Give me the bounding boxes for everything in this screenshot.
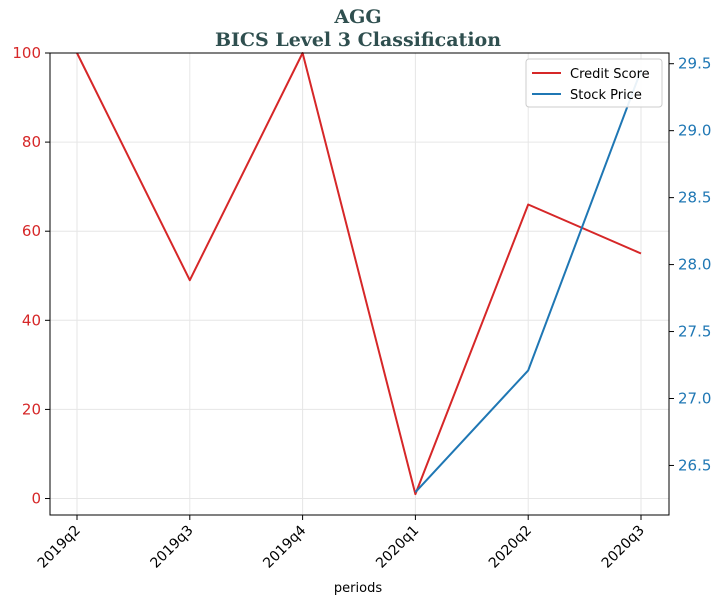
right-axis: 26.5 27.0 27.5 28.0 28.5 29.0 29.5 bbox=[669, 55, 711, 474]
series-line-credit-score bbox=[76, 52, 642, 496]
right-tick-label: 28.5 bbox=[678, 189, 711, 207]
x-tick-label: 2019q2 bbox=[35, 523, 84, 572]
series-lines bbox=[76, 52, 642, 496]
chart-subtitle: BICS Level 3 Classification bbox=[215, 29, 501, 51]
left-tick-label: 0 bbox=[31, 490, 41, 508]
grid bbox=[50, 52, 669, 515]
left-tick-label: 100 bbox=[12, 44, 41, 62]
chart-title: AGG bbox=[333, 6, 381, 28]
left-tick-label: 20 bbox=[22, 400, 41, 418]
right-tick-label: 27.0 bbox=[678, 389, 711, 407]
x-tick-label: 2019q4 bbox=[260, 522, 309, 571]
left-tick-label: 40 bbox=[22, 311, 41, 329]
right-tick-label: 26.5 bbox=[678, 456, 711, 474]
left-tick-label: 60 bbox=[22, 222, 41, 240]
legend: Credit Score Stock Price bbox=[525, 58, 663, 108]
x-tick-label: 2020q3 bbox=[599, 523, 648, 572]
right-tick-label: 28.0 bbox=[678, 256, 711, 274]
legend-label-stock-price: Stock Price bbox=[570, 88, 642, 103]
left-tick-label: 80 bbox=[22, 133, 41, 151]
x-tick-label: 2020q1 bbox=[373, 523, 422, 572]
x-tick-label: 2020q2 bbox=[486, 523, 535, 572]
series-line-stock-price bbox=[414, 70, 642, 493]
x-axis: 2019q2 2019q3 2019q4 2020q1 2020q2 2020q3 bbox=[35, 515, 648, 572]
plot-frame bbox=[49, 52, 670, 516]
right-tick-label: 29.0 bbox=[678, 122, 711, 140]
legend-label-credit-score: Credit Score bbox=[570, 67, 650, 82]
right-tick-label: 29.5 bbox=[678, 55, 711, 73]
right-tick-label: 27.5 bbox=[678, 323, 711, 341]
x-tick-label: 2019q3 bbox=[148, 523, 197, 572]
left-axis: 0 20 40 60 80 100 bbox=[12, 44, 50, 508]
x-axis-label: periods bbox=[334, 581, 382, 596]
